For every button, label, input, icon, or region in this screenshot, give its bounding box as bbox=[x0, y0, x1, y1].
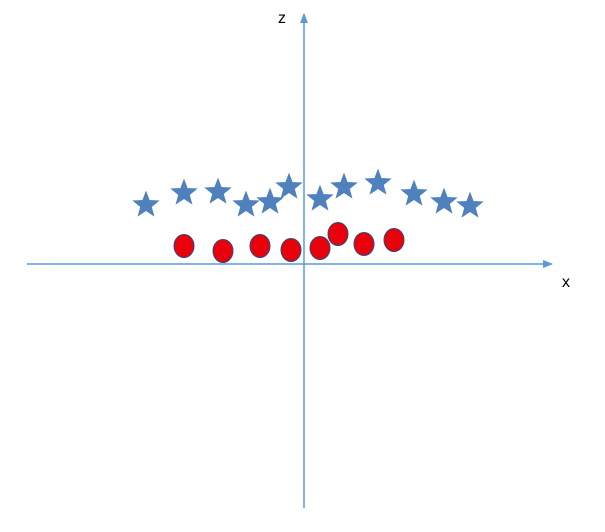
star-marker bbox=[170, 178, 198, 205]
ellipse-marker bbox=[327, 222, 349, 246]
ellipse-marker bbox=[309, 236, 331, 260]
star-marker bbox=[330, 172, 358, 199]
star-marker bbox=[256, 187, 284, 214]
ellipse-marker bbox=[383, 228, 405, 252]
star-marker bbox=[132, 190, 160, 217]
star-marker bbox=[430, 187, 458, 214]
star-marker bbox=[204, 177, 232, 204]
star-marker bbox=[400, 179, 428, 206]
star-marker bbox=[364, 168, 392, 195]
star-marker bbox=[232, 190, 260, 217]
z-axis-label: z bbox=[278, 10, 286, 27]
ellipse-marker bbox=[173, 234, 195, 258]
ellipse-marker bbox=[249, 234, 271, 258]
x-axis-label: x bbox=[562, 274, 570, 291]
ellipse-marker bbox=[280, 238, 302, 262]
ellipse-marker bbox=[212, 239, 234, 263]
ellipse-marker bbox=[353, 232, 375, 256]
star-marker bbox=[306, 184, 334, 211]
star-markers bbox=[132, 168, 484, 218]
ellipse-markers bbox=[173, 222, 405, 263]
star-marker bbox=[275, 172, 303, 199]
star-marker bbox=[456, 191, 484, 218]
